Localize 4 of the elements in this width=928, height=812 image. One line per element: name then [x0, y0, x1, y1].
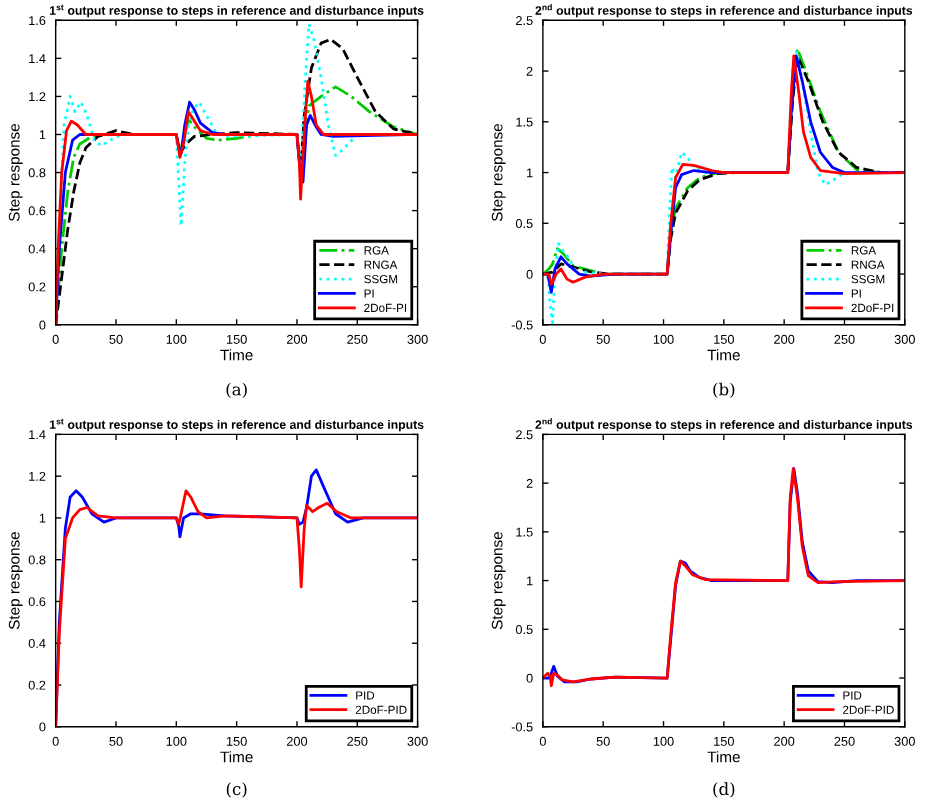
text: (d) [713, 782, 735, 798]
text: (b) [713, 382, 735, 398]
text: (c) [226, 782, 247, 798]
text: (a) [226, 382, 247, 398]
